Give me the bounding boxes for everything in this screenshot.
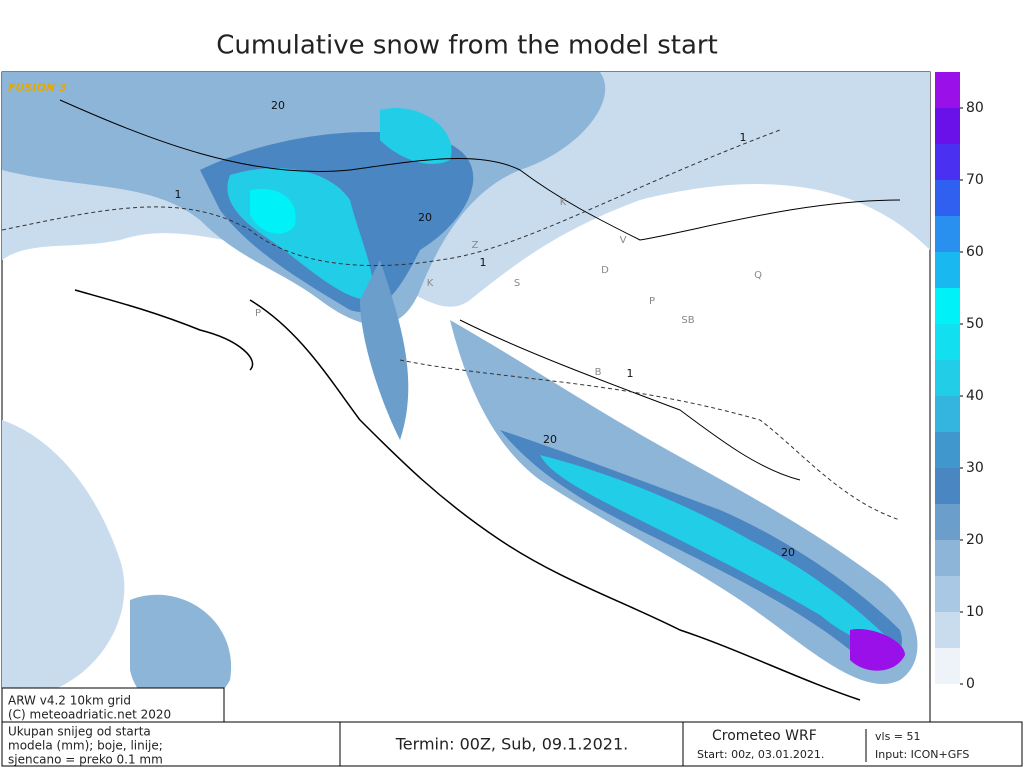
snow-area xyxy=(250,189,296,234)
input: Input: ICON+GFS xyxy=(875,748,969,761)
colorbar: 0 10 20 30 40 50 60 70 80 xyxy=(935,72,984,692)
color-band xyxy=(935,432,960,468)
snow-area xyxy=(540,455,890,644)
contour-label: 1 xyxy=(480,256,487,269)
color-band xyxy=(935,252,960,288)
color-band xyxy=(935,576,960,612)
tick-label: 50 xyxy=(966,316,984,332)
legend-text: modela (mm); boje, linije; xyxy=(8,739,163,753)
color-band xyxy=(935,180,960,216)
color-band xyxy=(935,504,960,540)
border xyxy=(59,99,901,481)
color-band xyxy=(935,72,960,108)
contour-label: 1 xyxy=(740,131,747,144)
snow-area xyxy=(2,420,125,700)
tick-label: 20 xyxy=(966,532,984,548)
region-label: P xyxy=(649,296,655,307)
tick-label: 60 xyxy=(966,244,984,260)
footer: Ukupan snijeg od starta modela (mm); boj… xyxy=(1,721,1023,767)
land xyxy=(40,287,250,415)
color-band xyxy=(935,324,960,360)
tick-label: 10 xyxy=(966,604,984,620)
color-band xyxy=(935,540,960,576)
tick-label: 40 xyxy=(966,388,984,404)
snow-area xyxy=(130,594,232,709)
tick-label: 30 xyxy=(966,460,984,476)
map: FUSION 3 20 20 1 1 1 1 20 20 K D V Z S P SB B K P Q ARW v4… xyxy=(1,71,931,723)
snow-area xyxy=(850,629,905,671)
color-band xyxy=(935,612,960,648)
credit: ARW v4.2 10km grid xyxy=(8,694,131,708)
region-label: B xyxy=(595,367,602,378)
color-band xyxy=(935,648,960,684)
contour-label: 20 xyxy=(271,99,285,112)
credit-box xyxy=(1,687,225,723)
credit: (C) meteoadriatic.net 2020 xyxy=(8,708,171,722)
color-band xyxy=(935,108,960,144)
color-band xyxy=(935,216,960,252)
snow-area xyxy=(380,108,452,164)
color-band xyxy=(935,396,960,432)
tick-label: 0 xyxy=(966,676,975,692)
snow-area xyxy=(360,260,409,440)
region-label: SB xyxy=(681,315,694,326)
tick-label: 70 xyxy=(966,172,984,188)
contour-label: 20 xyxy=(781,546,795,559)
title: Cumulative snow from the model start xyxy=(216,31,718,61)
vls: vls = 51 xyxy=(875,730,921,743)
legend-text: sjencano = preko 0.1 mm xyxy=(8,753,163,767)
color-band xyxy=(935,360,960,396)
region-label: Z xyxy=(472,240,479,251)
contour-label: 20 xyxy=(543,433,557,446)
region-label: V xyxy=(620,235,627,246)
termin: Termin: 00Z, Sub, 09.1.2021. xyxy=(395,735,628,754)
color-band xyxy=(935,144,960,180)
region-label: D xyxy=(601,265,609,276)
brand: FUSION 3 xyxy=(8,81,67,94)
contour-label: 1 xyxy=(627,367,634,380)
footer-frame xyxy=(1,721,1023,767)
start: Start: 00z, 03.01.2021. xyxy=(697,748,824,761)
region-label: K xyxy=(427,278,434,289)
coastline xyxy=(74,289,861,701)
contour-label: 1 xyxy=(175,188,182,201)
contour-label: 20 xyxy=(418,211,432,224)
tick-label: 80 xyxy=(966,100,984,116)
region-label: K xyxy=(560,197,567,208)
model: Crometeo WRF xyxy=(712,728,817,744)
color-band xyxy=(935,288,960,324)
region-label: S xyxy=(514,278,520,289)
color-band xyxy=(935,468,960,504)
legend-text: Ukupan snijeg od starta xyxy=(8,725,151,739)
contour xyxy=(2,129,901,521)
region-label: P xyxy=(255,308,261,319)
region-label: Q xyxy=(754,270,762,281)
